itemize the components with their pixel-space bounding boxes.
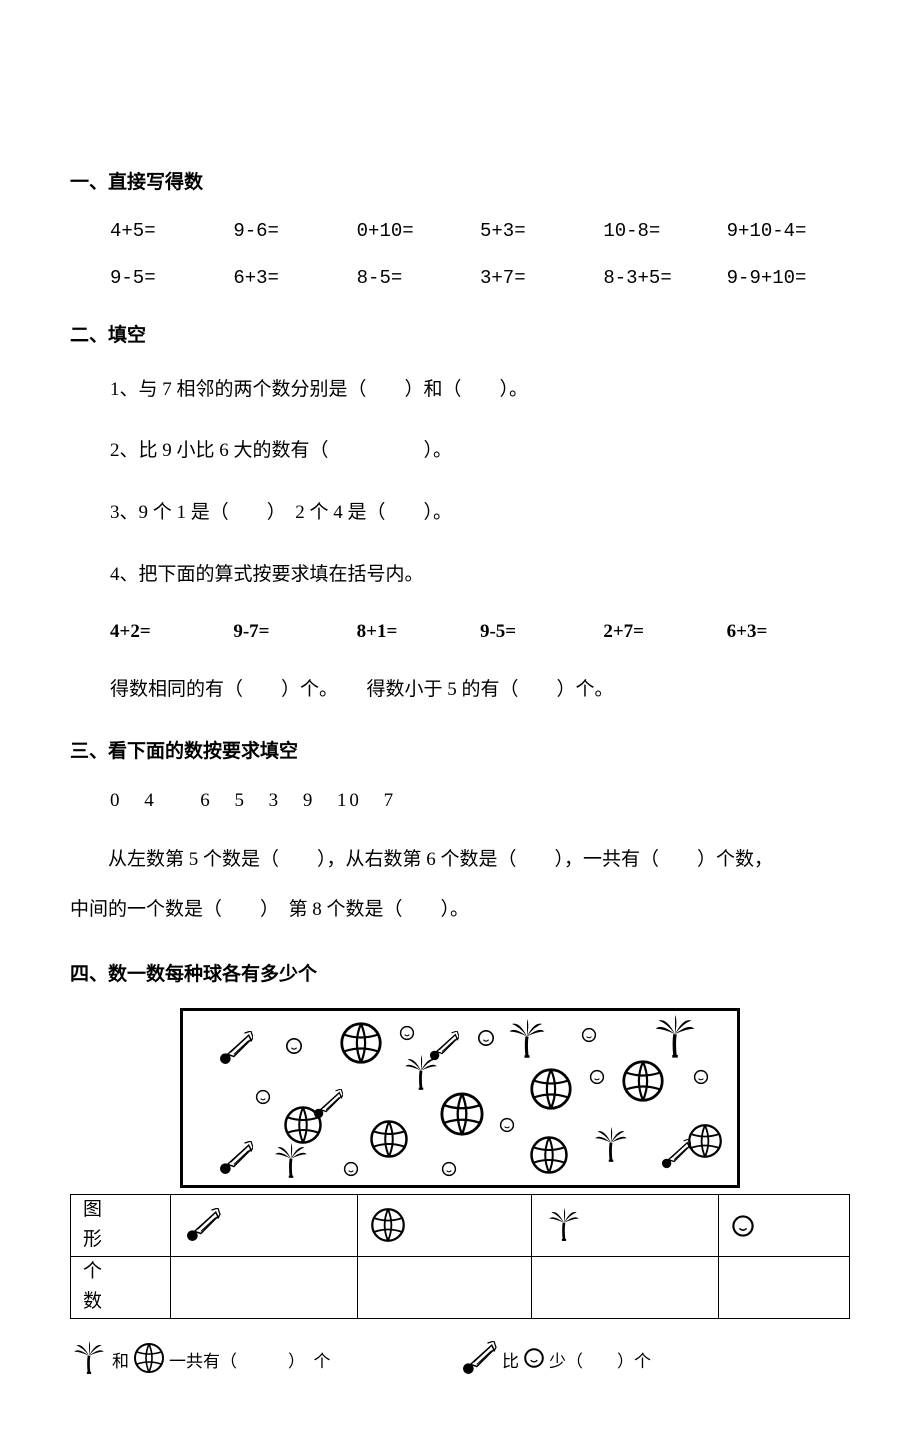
eq: 4+2= (110, 617, 233, 647)
ring-item (499, 1117, 515, 1133)
eq: 9-5= (110, 263, 233, 293)
count-cell-ball (358, 1256, 531, 1318)
count-cell-shuttle (171, 1256, 358, 1318)
q2-3: 3、9 个 1 是（ ） 2 个 4 是（ ）。 (110, 493, 850, 533)
eq: 9-9+10= (727, 263, 850, 293)
palm-item (653, 1015, 697, 1059)
col-palm-icon (531, 1194, 718, 1256)
ring-item (693, 1069, 709, 1085)
eq: 9-5= (480, 617, 603, 647)
palm-icon (70, 1341, 108, 1375)
ball-icon (133, 1342, 165, 1374)
section-4-heading: 四、数一数每种球各有多少个 (70, 960, 850, 990)
bottom-questions: 和 一共有（ ） 个 比 少（ ）个 (70, 1341, 850, 1375)
eq-row-2: 9-5= 6+3= 8-5= 3+7= 8-3+5= 9-9+10= (110, 263, 850, 293)
ring-icon (523, 1347, 545, 1369)
text-and: 和 (112, 1348, 129, 1375)
col-ring-icon (719, 1194, 850, 1256)
eq-row-1: 4+5= 9-6= 0+10= 5+3= 10-8= 9+10-4= (110, 216, 850, 246)
shuttle-item (219, 1031, 253, 1065)
table-header-count: 个 数 (71, 1256, 171, 1318)
shuttle-item (429, 1031, 459, 1061)
eq: 3+7= (480, 263, 603, 293)
palm-item (507, 1019, 547, 1059)
count-cell-palm (531, 1256, 718, 1318)
shuttle-icon (460, 1341, 498, 1375)
ball-item (439, 1091, 485, 1137)
bottom-right: 比 少（ ）个 (460, 1341, 850, 1375)
table-header-shape: 图 形 (71, 1194, 171, 1256)
eq: 8-3+5= (603, 263, 726, 293)
q2-2: 2、比 9 小比 6 大的数有（ ）。 (110, 431, 850, 471)
section-3-heading: 三、看下面的数按要求填空 (70, 737, 850, 767)
q3-line1: 从左数第 5 个数是（ ），从右数第 6 个数是（ ），一共有（ ）个数， (70, 838, 850, 882)
q2-4: 4、把下面的算式按要求填在括号内。 (110, 555, 850, 595)
eq: 9-6= (233, 216, 356, 246)
eq: 5+3= (480, 216, 603, 246)
q3-line2: 中间的一个数是（ ） 第 8 个数是（ ）。 (70, 888, 850, 932)
ring-item (441, 1161, 457, 1177)
ball-item (529, 1067, 573, 1111)
eq: 10-8= (603, 216, 726, 246)
counting-box (180, 1008, 740, 1188)
eq: 6+3= (727, 617, 850, 647)
eq: 4+5= (110, 216, 233, 246)
col-shuttle-icon (171, 1194, 358, 1256)
eq: 9+10-4= (727, 216, 850, 246)
text-fewer: 少（ ）个 (549, 1348, 651, 1375)
text-compare: 比 (502, 1348, 519, 1375)
ball-item (369, 1119, 409, 1159)
ball-item (339, 1021, 383, 1065)
shuttle-item (219, 1141, 253, 1175)
section-2-heading: 二、填空 (70, 321, 850, 351)
ring-item (255, 1089, 271, 1105)
palm-item (593, 1127, 629, 1163)
ring-item (589, 1069, 605, 1085)
eq: 0+10= (357, 216, 480, 246)
eq: 8-5= (357, 263, 480, 293)
count-table: 图 形 个 数 (70, 1194, 850, 1319)
ring-item (343, 1161, 359, 1177)
q2-4b: 得数相同的有（ ）个。 得数小于 5 的有（ ）个。 (110, 670, 850, 710)
ring-item (581, 1027, 597, 1043)
q2-1: 1、与 7 相邻的两个数分别是（ ）和（ ）。 (110, 370, 850, 410)
ring-item (399, 1025, 415, 1041)
shuttle-item (313, 1089, 343, 1119)
section-1-heading: 一、直接写得数 (70, 168, 850, 198)
bottom-left: 和 一共有（ ） 个 (70, 1341, 460, 1375)
eq: 8+1= (357, 617, 480, 647)
count-cell-ring (719, 1256, 850, 1318)
eq: 9-7= (233, 617, 356, 647)
palm-item (273, 1143, 309, 1179)
ball-item (621, 1059, 665, 1103)
text-total: 一共有（ ） 个 (169, 1348, 331, 1375)
shuttle-item (661, 1139, 691, 1169)
eq: 2+7= (603, 617, 726, 647)
col-ball-icon (358, 1194, 531, 1256)
ring-item (285, 1037, 303, 1055)
ball-item (529, 1135, 569, 1175)
ball-item (687, 1123, 723, 1159)
q2-eqs: 4+2= 9-7= 8+1= 9-5= 2+7= 6+3= (110, 617, 850, 647)
eq: 6+3= (233, 263, 356, 293)
ring-item (477, 1029, 495, 1047)
number-sequence: 0 4 6 5 3 9 10 7 (110, 786, 850, 816)
